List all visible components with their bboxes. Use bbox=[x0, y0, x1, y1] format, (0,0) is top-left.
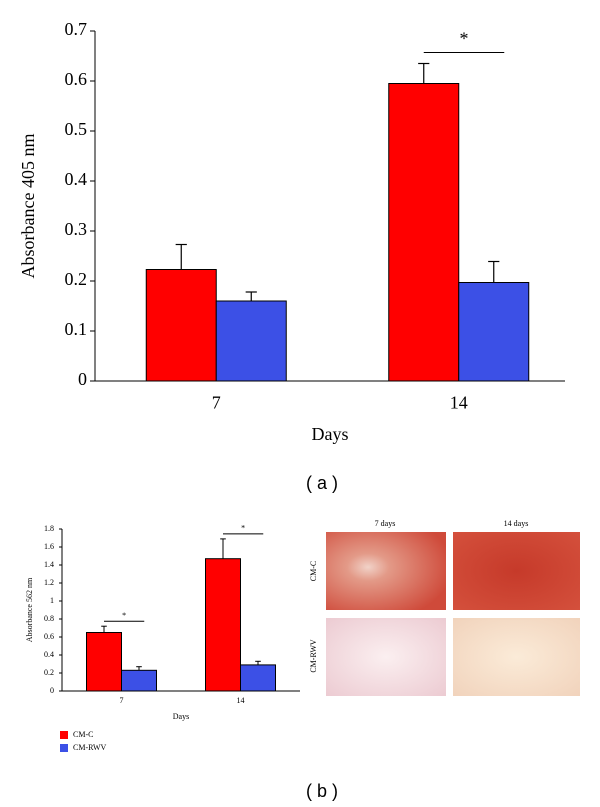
significance-label: * bbox=[122, 611, 126, 620]
y-tick-label: 0.7 bbox=[65, 19, 88, 39]
y-tick-label: 0.2 bbox=[44, 668, 54, 677]
bar bbox=[215, 300, 287, 382]
y-tick-label: 1.4 bbox=[44, 560, 54, 569]
y-tick-label: 0.2 bbox=[65, 269, 88, 289]
legend-label: CM-RWV bbox=[73, 743, 107, 752]
significance-label: * bbox=[460, 29, 469, 49]
x-tick-label: 14 bbox=[450, 393, 468, 413]
bar bbox=[86, 632, 122, 692]
panel-label: ( a ) bbox=[306, 473, 338, 493]
legend-swatch bbox=[60, 744, 68, 752]
column-label: 7 days bbox=[375, 519, 396, 528]
bar bbox=[121, 669, 157, 692]
bar bbox=[240, 664, 276, 692]
significance-label: * bbox=[241, 524, 245, 533]
y-tick-label: 1.8 bbox=[44, 524, 54, 533]
y-tick-label: 0.4 bbox=[44, 650, 54, 659]
x-tick-label: 7 bbox=[120, 696, 124, 705]
bar bbox=[458, 282, 530, 382]
photo bbox=[326, 618, 446, 696]
y-tick-label: 0.4 bbox=[65, 169, 88, 189]
photo bbox=[453, 618, 580, 696]
y-tick-label: 0.6 bbox=[65, 69, 88, 89]
bar bbox=[145, 269, 217, 382]
legend-swatch bbox=[60, 731, 68, 739]
x-axis-label: Days bbox=[312, 424, 349, 444]
y-axis-label: Absorbance 405 nm bbox=[18, 134, 38, 279]
legend-label: CM-C bbox=[73, 730, 93, 739]
x-tick-label: 7 bbox=[212, 393, 221, 413]
y-tick-label: 0.6 bbox=[44, 632, 54, 641]
row-label: CM-C bbox=[309, 561, 318, 581]
column-label: 14 days bbox=[504, 519, 529, 528]
y-tick-label: 0.1 bbox=[65, 319, 88, 339]
panel-label: ( b ) bbox=[306, 781, 338, 801]
y-tick-label: 1 bbox=[50, 596, 54, 605]
y-axis-label: Absorbance 562 nm bbox=[25, 577, 34, 642]
photo bbox=[326, 532, 446, 610]
y-tick-label: 1.6 bbox=[44, 542, 54, 551]
y-tick-label: 0.8 bbox=[44, 614, 54, 623]
bar bbox=[205, 558, 241, 692]
x-tick-label: 14 bbox=[237, 696, 245, 705]
photo bbox=[453, 532, 580, 610]
y-tick-label: 0 bbox=[50, 686, 54, 695]
y-tick-label: 1.2 bbox=[44, 578, 54, 587]
y-tick-label: 0 bbox=[78, 369, 87, 389]
row-label: CM-RWV bbox=[309, 639, 318, 673]
bar bbox=[388, 83, 460, 382]
y-tick-label: 0.3 bbox=[65, 219, 88, 239]
x-axis-label: Days bbox=[173, 712, 189, 721]
y-tick-label: 0.5 bbox=[65, 119, 88, 139]
